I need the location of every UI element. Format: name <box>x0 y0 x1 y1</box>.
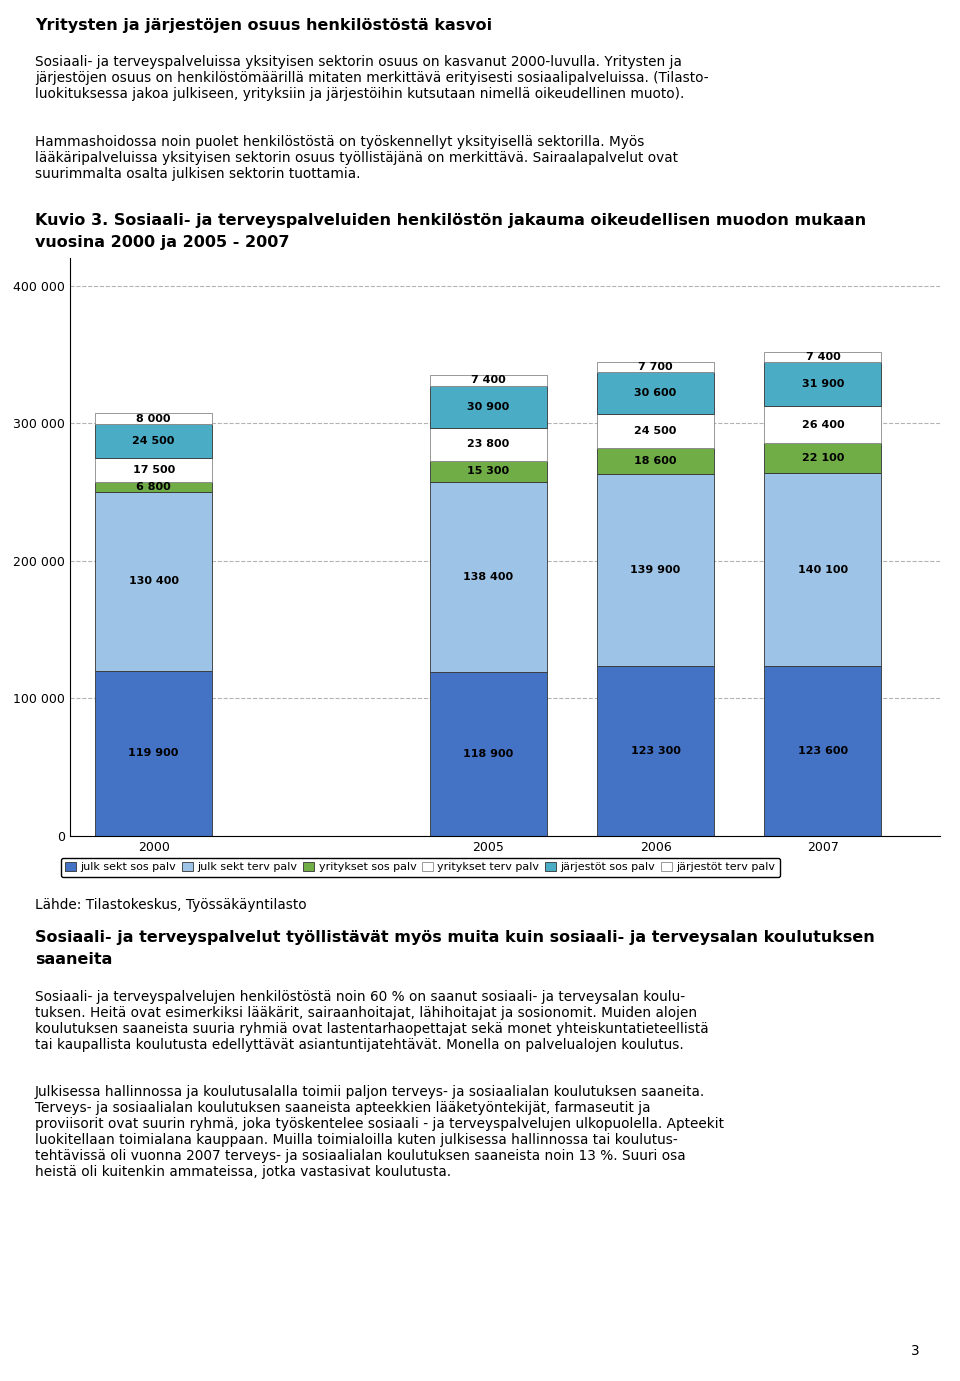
Text: suurimmalta osalta julkisen sektorin tuottamia.: suurimmalta osalta julkisen sektorin tuo… <box>35 167 361 181</box>
Text: tai kaupallista koulutusta edellyttävät asiantuntijatehtävät. Monella on palvelu: tai kaupallista koulutusta edellyttävät … <box>35 1039 684 1052</box>
Text: 23 800: 23 800 <box>468 439 510 449</box>
Bar <box>597 474 714 666</box>
Bar <box>597 414 714 449</box>
Text: 18 600: 18 600 <box>635 456 677 465</box>
Text: lääkäripalveluissa yksityisen sektorin osuus työllistäjänä on merkittävä. Sairaa: lääkäripalveluissa yksityisen sektorin o… <box>35 151 678 164</box>
Bar <box>95 458 212 482</box>
Text: heistä oli kuitenkin ammateissa, jotka vastasivat koulutusta.: heistä oli kuitenkin ammateissa, jotka v… <box>35 1166 451 1179</box>
Bar <box>430 385 547 428</box>
Text: saaneita: saaneita <box>35 952 112 967</box>
Text: 7 400: 7 400 <box>471 376 506 385</box>
Text: luokituksessa jakoa julkiseen, yrityksiin ja järjestöihin kutsutaan nimellä oike: luokituksessa jakoa julkiseen, yrityksii… <box>35 87 684 101</box>
Text: 130 400: 130 400 <box>129 576 179 587</box>
Bar <box>95 492 212 671</box>
Text: Lähde: Tilastokeskus, Työssäkäyntilasto: Lähde: Tilastokeskus, Työssäkäyntilasto <box>35 898 306 911</box>
Bar <box>597 362 714 373</box>
Bar <box>597 666 714 836</box>
Bar <box>764 474 881 666</box>
Text: 8 000: 8 000 <box>136 414 171 424</box>
Text: 139 900: 139 900 <box>631 565 681 574</box>
Text: Sosiaali- ja terveyspalvelujen henkilöstöstä noin 60 % on saanut sosiaali- ja te: Sosiaali- ja terveyspalvelujen henkilöst… <box>35 990 685 1004</box>
Text: Yritysten ja järjestöjen osuus henkilöstöstä kasvoi: Yritysten ja järjestöjen osuus henkilöst… <box>35 18 492 33</box>
Text: 30 900: 30 900 <box>468 402 510 412</box>
Text: 6 800: 6 800 <box>136 482 171 492</box>
Text: koulutuksen saaneista suuria ryhmiä ovat lastentarhaopettajat sekä monet yhteisk: koulutuksen saaneista suuria ryhmiä ovat… <box>35 1022 708 1036</box>
Text: Sosiaali- ja terveyspalveluissa yksityisen sektorin osuus on kasvanut 2000-luvul: Sosiaali- ja terveyspalveluissa yksityis… <box>35 55 682 69</box>
Bar <box>764 352 881 362</box>
Bar <box>764 362 881 406</box>
Bar <box>430 376 547 385</box>
Bar <box>95 671 212 836</box>
Bar <box>764 406 881 443</box>
Bar <box>430 461 547 482</box>
Text: 15 300: 15 300 <box>468 467 510 476</box>
Legend: julk sekt sos palv, julk sekt terv palv, yritykset sos palv, yritykset terv palv: julk sekt sos palv, julk sekt terv palv,… <box>60 858 780 877</box>
Text: proviisorit ovat suurin ryhmä, joka työskentelee sosiaali - ja terveyspalvelujen: proviisorit ovat suurin ryhmä, joka työs… <box>35 1117 724 1131</box>
Text: 7 700: 7 700 <box>638 362 673 371</box>
Bar <box>95 424 212 458</box>
Text: 138 400: 138 400 <box>464 572 514 583</box>
Bar <box>597 449 714 474</box>
Text: Kuvio 3. Sosiaali- ja terveyspalveluiden henkilöstön jakauma oikeudellisen muodo: Kuvio 3. Sosiaali- ja terveyspalveluiden… <box>35 213 866 228</box>
Bar <box>430 673 547 836</box>
Text: 22 100: 22 100 <box>802 453 844 463</box>
Text: luokitellaan toimialana kauppaan. Muilla toimialoilla kuten julkisessa hallinnos: luokitellaan toimialana kauppaan. Muilla… <box>35 1132 678 1148</box>
Text: 30 600: 30 600 <box>635 388 677 398</box>
Bar <box>430 482 547 673</box>
Text: tuksen. Heitä ovat esimerkiksi lääkärit, sairaanhoitajat, lähihoitajat ja sosion: tuksen. Heitä ovat esimerkiksi lääkärit,… <box>35 1005 697 1021</box>
Text: 119 900: 119 900 <box>129 749 179 758</box>
Text: 140 100: 140 100 <box>798 565 848 574</box>
Bar <box>597 373 714 414</box>
Text: vuosina 2000 ja 2005 - 2007: vuosina 2000 ja 2005 - 2007 <box>35 235 290 250</box>
Text: Hammashoidossa noin puolet henkilöstöstä on työskennellyt yksityisellä sektorill: Hammashoidossa noin puolet henkilöstöstä… <box>35 135 644 149</box>
Text: tehtävissä oli vuonna 2007 terveys- ja sosiaalialan koulutuksen saaneista noin 1: tehtävissä oli vuonna 2007 terveys- ja s… <box>35 1149 685 1163</box>
Text: 31 900: 31 900 <box>802 380 844 389</box>
Text: Terveys- ja sosiaalialan koulutuksen saaneista apteekkien lääketyöntekijät, farm: Terveys- ja sosiaalialan koulutuksen saa… <box>35 1101 651 1114</box>
Bar <box>764 443 881 474</box>
Text: 118 900: 118 900 <box>463 749 514 760</box>
Text: järjestöjen osuus on henkilöstömäärillä mitaten merkittävä erityisesti sosiaalip: järjestöjen osuus on henkilöstömäärillä … <box>35 70 708 86</box>
Text: 3: 3 <box>911 1344 920 1358</box>
Text: 7 400: 7 400 <box>805 352 840 362</box>
Bar <box>430 428 547 461</box>
Text: 24 500: 24 500 <box>635 427 677 436</box>
Text: 26 400: 26 400 <box>802 420 844 429</box>
Bar <box>95 413 212 424</box>
Text: 123 300: 123 300 <box>631 746 681 757</box>
Text: 123 600: 123 600 <box>798 746 848 755</box>
Bar <box>764 666 881 836</box>
Bar <box>95 482 212 492</box>
Text: Julkisessa hallinnossa ja koulutusalalla toimii paljon terveys- ja sosiaalialan : Julkisessa hallinnossa ja koulutusalalla… <box>35 1085 706 1099</box>
Text: Sosiaali- ja terveyspalvelut työllistävät myös muita kuin sosiaali- ja terveysal: Sosiaali- ja terveyspalvelut työllistävä… <box>35 929 875 945</box>
Text: 17 500: 17 500 <box>132 465 175 475</box>
Text: 24 500: 24 500 <box>132 436 175 446</box>
